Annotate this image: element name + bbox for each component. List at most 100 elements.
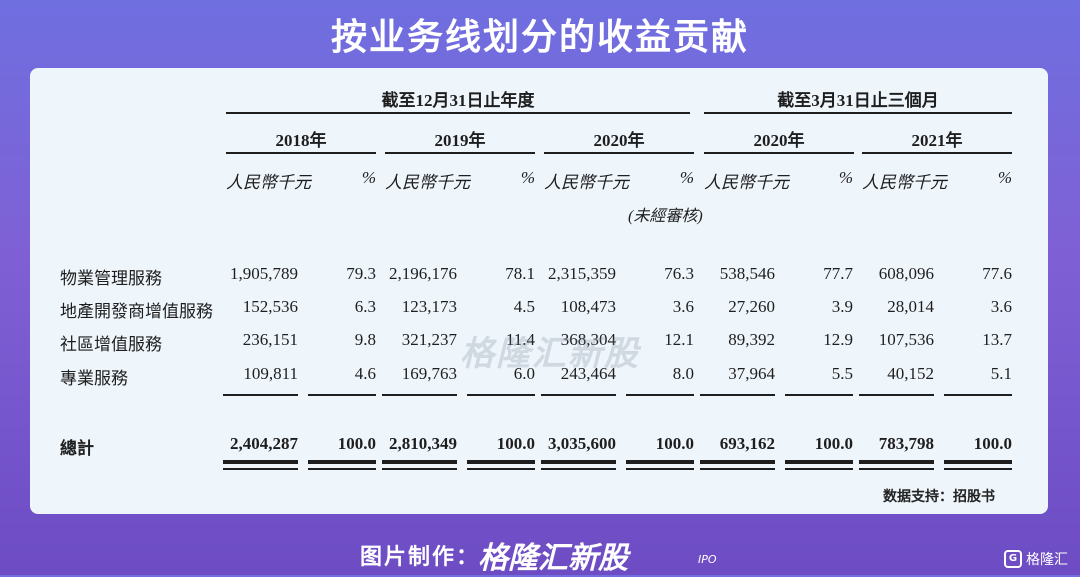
year-rule	[862, 152, 1012, 154]
total-double-rule	[308, 460, 376, 464]
table-cell-rmb: 89,392	[728, 330, 775, 349]
table-cell-rmb: 37,964	[728, 364, 775, 383]
table-cell-rmb: 243,464	[560, 364, 616, 383]
unit-rmb-header: 人民幣千元	[385, 173, 470, 192]
total-double-rule	[700, 460, 775, 464]
group-rule-annual	[226, 112, 690, 114]
total-double-rule	[944, 468, 1012, 470]
table-cell-rmb: 368,304	[560, 330, 616, 349]
subtotal-rule	[541, 394, 616, 396]
table-cell-pct: 12.1	[664, 330, 694, 349]
table-cell-rmb: 107,536	[878, 330, 934, 349]
table-cell-pct: 3.9	[831, 297, 853, 316]
table-cell-pct: 3.6	[672, 297, 694, 316]
table-cell-rmb: 152,536	[242, 297, 298, 316]
total-double-rule	[785, 460, 853, 464]
table-cell-pct: 5.5	[831, 364, 853, 383]
table-cell-rmb: 40,152	[887, 364, 934, 383]
subtotal-rule	[944, 394, 1012, 396]
year-header: 2020年	[593, 131, 645, 150]
subtotal-rule	[308, 394, 376, 396]
total-double-rule	[859, 460, 934, 464]
total-double-rule	[541, 468, 616, 470]
total-double-rule	[626, 468, 694, 470]
page-title: 按业务线划分的收益贡献	[330, 17, 749, 58]
table-cell-rmb: 321,237	[401, 330, 457, 349]
table-cell-rmb: 1,905,789	[230, 264, 298, 283]
subtotal-rule	[859, 394, 934, 396]
total-cell-pct: 100.0	[973, 434, 1012, 453]
unaudited-note: (未經審核)	[628, 208, 703, 225]
subtotal-rule	[626, 394, 694, 396]
table-cell-pct: 6.3	[354, 297, 376, 316]
total-double-rule	[541, 460, 616, 464]
year-header: 2020年	[753, 131, 805, 150]
footer-label: 图片制作：	[360, 545, 481, 570]
group-header-annual: 截至12月31日止年度	[381, 91, 535, 110]
unit-pct-header: %	[679, 168, 694, 187]
group-rule-quarter	[704, 112, 1012, 114]
table-cell-pct: 8.0	[672, 364, 694, 383]
table-cell-pct: 6.0	[513, 364, 535, 383]
table-cell-pct: 9.8	[354, 330, 376, 349]
total-cell-rmb: 2,810,349	[389, 434, 457, 453]
year-rule	[226, 152, 376, 154]
total-cell-pct: 100.0	[655, 434, 694, 453]
table-cell-pct: 11.4	[505, 330, 535, 349]
total-cell-rmb: 693,162	[719, 434, 775, 453]
table-cell-pct: 77.6	[982, 264, 1012, 283]
source-note: 数据支持：招股书	[883, 489, 995, 505]
table-cell-pct: 3.6	[990, 297, 1012, 316]
total-double-rule	[944, 460, 1012, 464]
watermark: 格隆汇新股	[460, 334, 640, 374]
year-header: 2021年	[911, 131, 963, 150]
table-cell-pct: 12.9	[823, 330, 853, 349]
total-double-rule	[785, 468, 853, 470]
unit-rmb-header: 人民幣千元	[862, 173, 947, 192]
total-double-rule	[382, 460, 457, 464]
year-rule	[544, 152, 694, 154]
footer-brand-logo: 格隆汇新股	[478, 541, 628, 576]
total-double-rule	[700, 468, 775, 470]
corner-logo-text: 格隆汇	[1026, 552, 1068, 568]
total-double-rule	[308, 468, 376, 470]
table-cell-rmb: 27,260	[728, 297, 775, 316]
table-cell-pct: 79.3	[346, 264, 376, 283]
table-cell-pct: 78.1	[505, 264, 535, 283]
total-cell-pct: 100.0	[496, 434, 535, 453]
unit-pct-header: %	[361, 168, 376, 187]
table-cell-rmb: 108,473	[560, 297, 616, 316]
subtotal-rule	[223, 394, 298, 396]
table-cell-rmb: 109,811	[243, 364, 298, 383]
unit-rmb-header: 人民幣千元	[544, 173, 629, 192]
total-cell-rmb: 783,798	[878, 434, 934, 453]
row-label: 地產開發商增值服務	[60, 302, 213, 321]
table-cell-pct: 77.7	[823, 264, 853, 283]
row-label: 社區增值服務	[60, 335, 162, 354]
table-cell-pct: 4.5	[513, 297, 535, 316]
row-label: 專業服務	[60, 369, 128, 388]
total-double-rule	[223, 468, 298, 470]
table-cell-rmb: 2,315,359	[548, 264, 616, 283]
row-label: 物業管理服務	[60, 269, 162, 288]
table-panel: 截至12月31日止年度 截至3月31日止三個月 2018年 2019年 2020年 2…	[30, 68, 1048, 514]
table-cell-rmb: 608,096	[878, 264, 934, 283]
total-double-rule	[467, 460, 535, 464]
table-cell-pct: 76.3	[664, 264, 694, 283]
year-header: 2018年	[275, 131, 327, 150]
total-cell-rmb: 2,404,287	[230, 434, 298, 453]
total-double-rule	[467, 468, 535, 470]
table-cell-rmb: 538,546	[719, 264, 775, 283]
total-cell-pct: 100.0	[814, 434, 853, 453]
total-cell-rmb: 3,035,600	[548, 434, 616, 453]
corner-logo: G 格隆汇	[1004, 549, 1068, 569]
table-cell-pct: 13.7	[982, 330, 1012, 349]
table-cell-rmb: 28,014	[887, 297, 934, 316]
total-double-rule	[859, 468, 934, 470]
table-cell-pct: 5.1	[990, 364, 1012, 383]
subtotal-rule	[382, 394, 457, 396]
table-cell-pct: 4.6	[354, 364, 376, 383]
total-double-rule	[382, 468, 457, 470]
subtotal-rule	[467, 394, 535, 396]
year-header: 2019年	[434, 131, 486, 150]
